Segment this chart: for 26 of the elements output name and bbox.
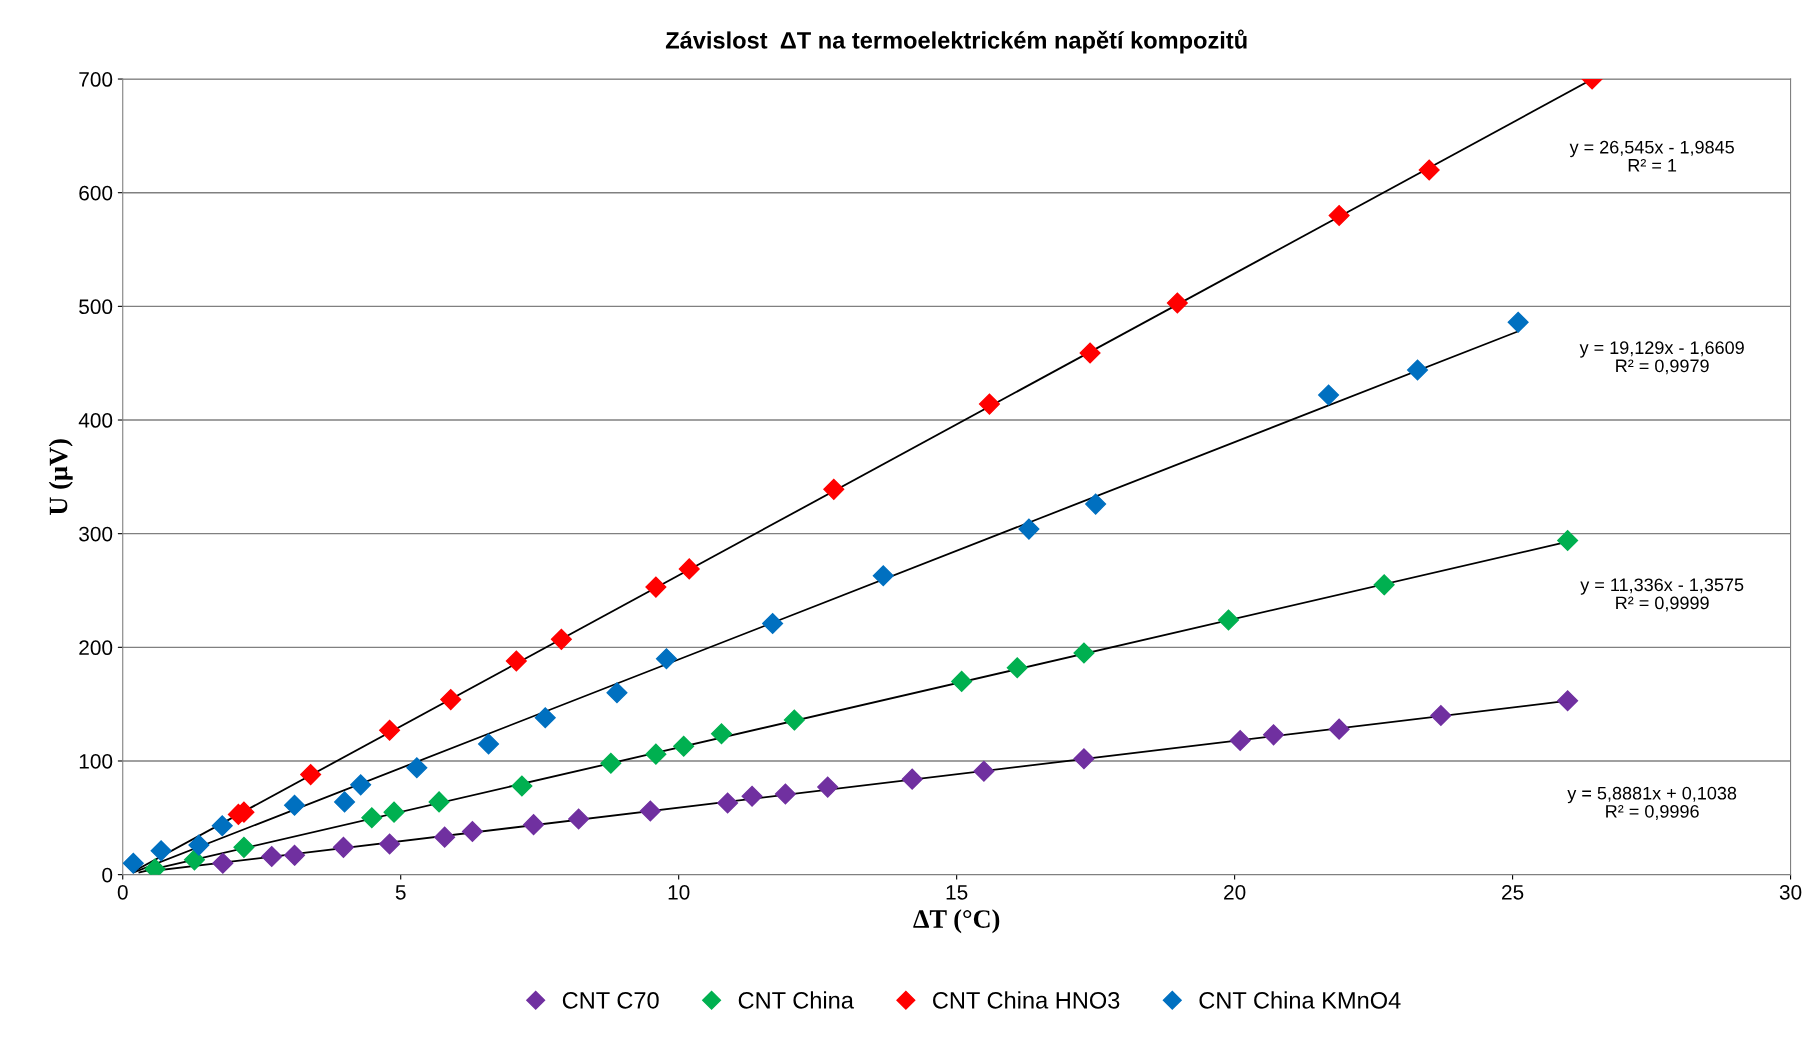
y-tick-label: 700 [79,72,113,87]
legend-label: CNT C70 [562,991,659,1009]
legend-label: CNT China [738,991,854,1009]
y-tick-label: 600 [79,185,113,201]
y-tick-label: 500 [79,299,113,315]
y-tick-label: 400 [78,413,113,428]
y-tick-label: 100 [79,753,113,769]
chart-title: Závislost ΔT na termoelektrickém napětí kompozitů [665,29,1247,54]
annotation: y = 19,129x - 1,6609 R² = 0,9979 [1579,341,1744,375]
y-axis-title: U (µV) [48,439,73,515]
y-tick-label: 0 [102,867,113,883]
x-tick-label: 20 [1224,884,1246,900]
x-tick-label: 10 [668,884,690,900]
x-tick-label: 5 [395,885,406,900]
y-tick-label: 200 [79,640,113,656]
annotation: y = 5,8881x + 0,1038 R² = 0,9996 [1567,786,1737,820]
legend-label: CNT China HNO3 [933,991,1120,1009]
x-tick-label: 0 [117,884,128,900]
y-tick-label: 300 [79,526,113,542]
x-tick-label: 15 [946,885,968,900]
legend-label: CNT China KMnO4 [1199,991,1401,1009]
annotation: y = 26,545x - 1,9845 R² = 1 [1569,140,1734,172]
x-axis-title: ΔT (°C) [913,909,1000,934]
x-tick-label: 30 [1779,884,1802,900]
x-tick-label: 25 [1502,884,1524,900]
annotation: y = 11,336x - 1,3575 R² = 0,9999 [1580,578,1744,612]
